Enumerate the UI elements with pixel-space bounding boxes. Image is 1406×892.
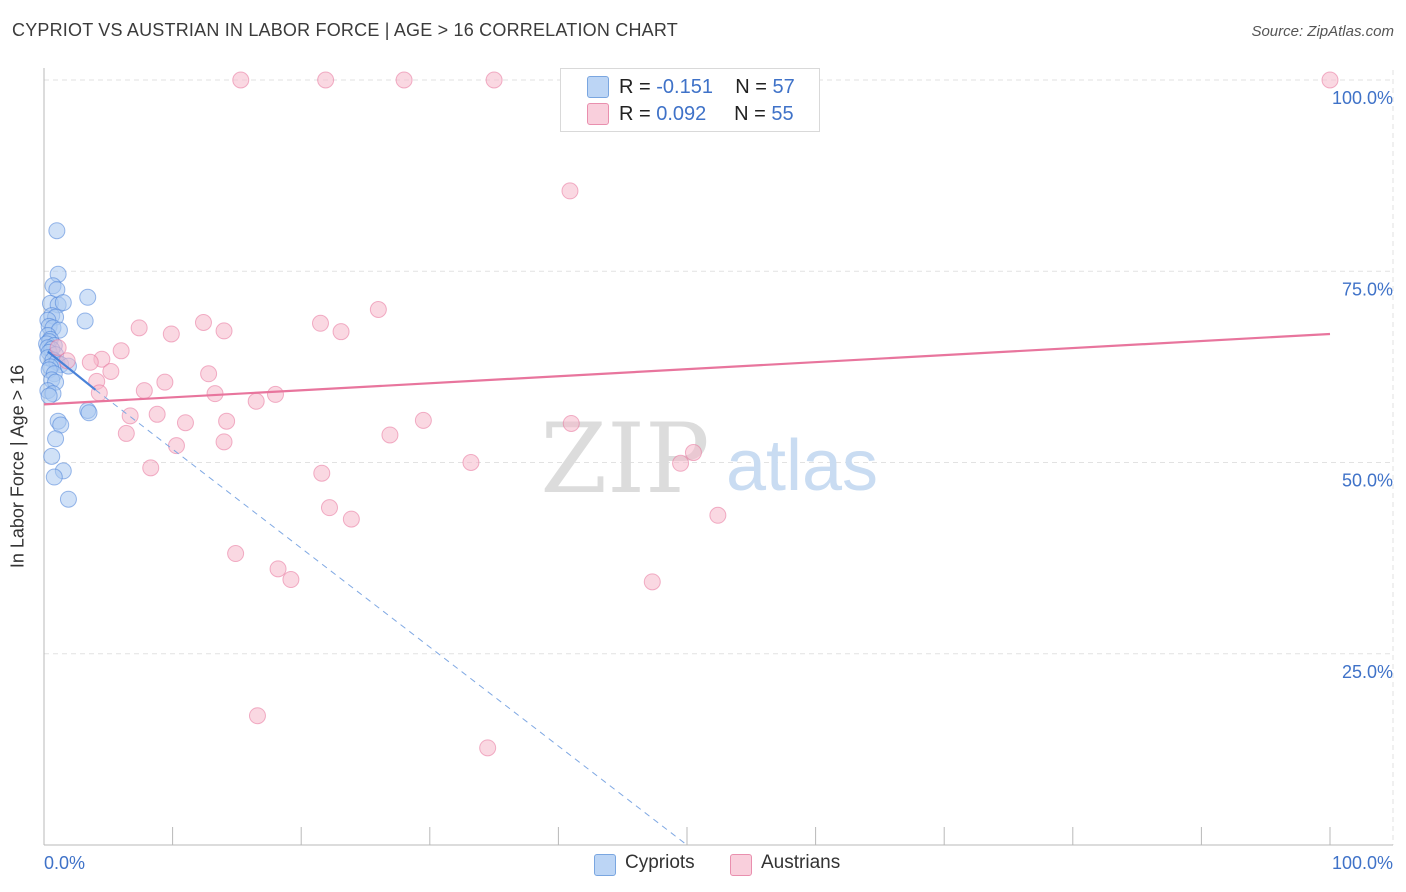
- point-cypriots: [40, 387, 58, 405]
- point-austrians: [1321, 71, 1339, 89]
- point-austrians: [121, 407, 139, 425]
- point-cypriots: [80, 404, 98, 422]
- axes: [43, 68, 1393, 846]
- bottom-swatch-austrians: [730, 854, 752, 876]
- point-austrians: [266, 385, 284, 403]
- grid-lines: [44, 70, 1394, 845]
- trend-lines: [43, 332, 1331, 846]
- point-cypriots: [45, 468, 63, 486]
- legend-stats-austrians: R = 0.092 N = 55: [619, 102, 794, 125]
- point-austrians: [684, 444, 702, 462]
- point-austrians: [342, 510, 360, 528]
- correlation-legend: R = -0.151 N = 57 R = 0.092 N = 55: [560, 68, 820, 132]
- tick-labels: 100.0% 75.0% 50.0% 25.0% 0.0% 100.0%: [44, 88, 1393, 873]
- point-austrians: [200, 365, 218, 383]
- point-austrians: [215, 322, 233, 340]
- point-austrians: [49, 339, 67, 357]
- point-austrians: [381, 426, 399, 444]
- point-austrians: [142, 459, 160, 477]
- point-austrians: [313, 464, 331, 482]
- point-austrians: [218, 412, 236, 430]
- point-cypriots: [79, 288, 97, 306]
- chart-title: CYPRIOT VS AUSTRIAN IN LABOR FORCE | AGE…: [12, 20, 678, 40]
- point-austrians: [156, 373, 174, 391]
- watermark-atlas: atlas: [726, 426, 878, 506]
- point-austrians: [162, 325, 180, 343]
- point-austrians: [248, 707, 266, 725]
- point-austrians: [709, 506, 727, 524]
- point-austrians: [176, 414, 194, 432]
- y-tick-label: 100.0%: [1332, 88, 1393, 108]
- point-austrians: [320, 499, 338, 517]
- point-cypriots: [54, 294, 72, 312]
- point-austrians: [561, 182, 579, 200]
- source-credit: Source: ZipAtlas.com: [1251, 23, 1394, 40]
- point-austrians: [485, 71, 503, 89]
- point-austrians: [117, 424, 135, 442]
- point-austrians: [479, 739, 497, 757]
- point-austrians: [130, 319, 148, 337]
- point-austrians: [167, 437, 185, 455]
- point-austrians: [81, 353, 99, 371]
- point-cypriots: [59, 490, 77, 508]
- point-austrians: [194, 314, 212, 332]
- point-austrians: [247, 392, 265, 410]
- y-tick-label: 50.0%: [1342, 471, 1393, 491]
- point-cypriots: [76, 312, 94, 330]
- bottom-legend-label-austrians: Austrians: [761, 852, 841, 873]
- point-austrians: [317, 71, 335, 89]
- trend-austrians: [43, 332, 1331, 406]
- point-austrians: [369, 301, 387, 318]
- y-tick-label: 25.0%: [1342, 662, 1393, 682]
- point-cypriots: [47, 430, 65, 448]
- point-austrians: [215, 433, 233, 451]
- point-austrians: [282, 571, 300, 589]
- point-austrians: [395, 71, 413, 89]
- x-tick-label: 0.0%: [44, 853, 85, 873]
- point-austrians: [332, 323, 350, 341]
- legend-swatch-austrians: [587, 103, 609, 125]
- x-tick-label: 100.0%: [1332, 853, 1393, 873]
- point-austrians: [135, 382, 153, 400]
- point-austrians: [462, 454, 480, 471]
- point-austrians: [269, 560, 287, 578]
- point-austrians: [102, 362, 120, 380]
- point-austrians: [227, 545, 245, 563]
- point-austrians: [643, 573, 661, 591]
- bottom-swatch-cypriots: [594, 854, 616, 876]
- trend-cypriots: [47, 350, 97, 391]
- y-axis-label: In Labor Force | Age > 16: [7, 364, 28, 569]
- bottom-legend-label-cypriots: Cypriots: [625, 852, 695, 873]
- watermark: ZIP atlas: [540, 403, 878, 515]
- point-austrians: [414, 411, 432, 429]
- point-austrians: [672, 454, 690, 472]
- legend-stats-cypriots: R = -0.151 N = 57: [619, 75, 795, 98]
- point-austrians: [112, 342, 130, 360]
- legend-swatch-cypriots: [587, 76, 609, 98]
- point-austrians: [311, 314, 329, 332]
- y-tick-label: 75.0%: [1342, 279, 1393, 299]
- point-austrians: [148, 405, 166, 423]
- point-cypriots: [43, 447, 61, 465]
- trend-ext-cypriots: [95, 389, 688, 846]
- point-austrians: [232, 71, 250, 89]
- point-austrians: [562, 414, 580, 432]
- data-points: [38, 71, 1339, 757]
- point-cypriots: [48, 222, 66, 240]
